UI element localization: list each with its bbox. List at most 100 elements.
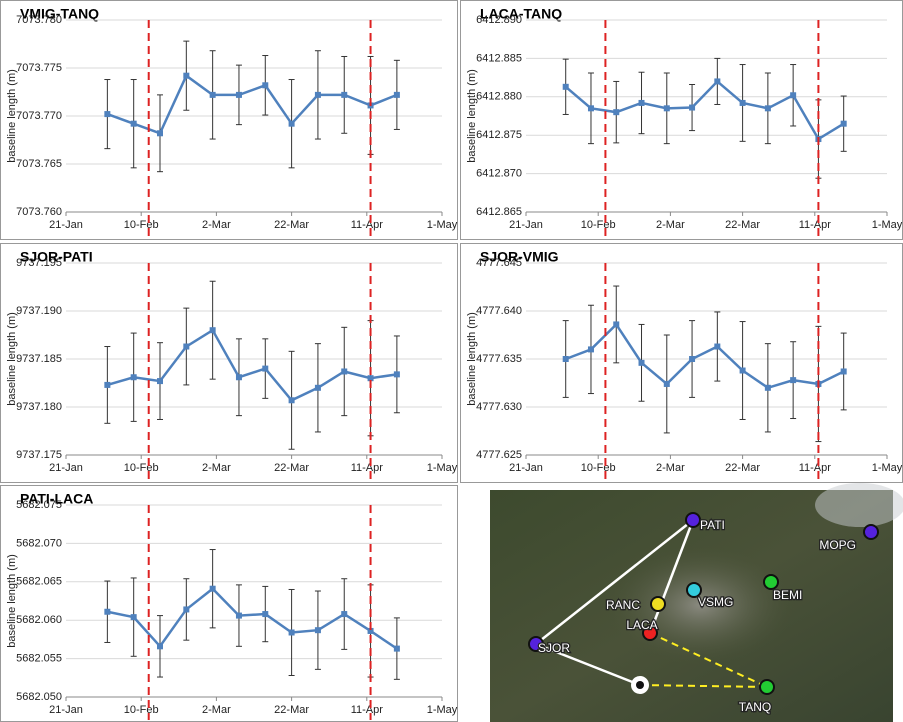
x-tick-label: 21-Jan xyxy=(49,462,83,474)
marker xyxy=(588,105,594,111)
y-tick-label: 6412.890 xyxy=(476,14,522,26)
y-tick-label: 5682.050 xyxy=(16,691,62,703)
y-tick-label: 9737.195 xyxy=(16,257,62,269)
y-axis-label: baseline length (m) xyxy=(466,69,478,163)
marker xyxy=(341,368,347,374)
marker xyxy=(104,111,110,117)
marker xyxy=(210,327,216,333)
panel-border xyxy=(1,244,458,483)
y-tick-label: 7073.775 xyxy=(16,62,62,74)
marker xyxy=(588,346,594,352)
marker xyxy=(563,84,569,90)
y-tick-label: 4777.625 xyxy=(476,449,522,461)
y-tick-label: 5682.075 xyxy=(16,499,62,511)
series-line xyxy=(107,76,397,134)
y-tick-label: 9737.185 xyxy=(16,353,62,365)
station-label: LACA xyxy=(626,618,657,632)
marker xyxy=(262,82,268,88)
x-tick-label: 11-Apr xyxy=(799,462,832,474)
marker xyxy=(104,609,110,615)
y-tick-label: 5682.065 xyxy=(16,576,62,588)
x-tick-label: 11-Apr xyxy=(351,462,384,474)
marker xyxy=(289,397,295,403)
x-tick-label: 2-Mar xyxy=(656,219,685,231)
station-marker xyxy=(760,680,774,694)
panel-border xyxy=(461,1,903,240)
marker xyxy=(394,371,400,377)
marker xyxy=(740,100,746,106)
marker xyxy=(315,385,321,391)
x-tick-label: 22-Mar xyxy=(274,704,309,716)
y-tick-label: 4777.635 xyxy=(476,353,522,365)
y-tick-label: 6412.880 xyxy=(476,91,522,103)
marker xyxy=(639,100,645,106)
x-tick-label: 1-May xyxy=(427,462,458,474)
marker xyxy=(262,366,268,372)
x-tick-label: 1-May xyxy=(872,219,903,231)
marker xyxy=(765,385,771,391)
x-tick-label: 10-Feb xyxy=(581,462,616,474)
x-tick-label: 2-Mar xyxy=(202,462,231,474)
cloud xyxy=(815,483,903,527)
y-tick-label: 7073.760 xyxy=(16,206,62,218)
x-tick-label: 11-Apr xyxy=(799,219,832,231)
x-tick-label: 2-Mar xyxy=(202,704,231,716)
x-tick-label: 11-Apr xyxy=(351,219,384,231)
marker xyxy=(183,344,189,350)
y-tick-label: 9737.180 xyxy=(16,401,62,413)
x-tick-label: 10-Feb xyxy=(124,704,159,716)
marker xyxy=(315,627,321,633)
y-tick-label: 4777.645 xyxy=(476,257,522,269)
marker xyxy=(183,606,189,612)
station-marker xyxy=(764,575,778,589)
x-tick-label: 21-Jan xyxy=(509,462,543,474)
marker xyxy=(740,368,746,374)
marker xyxy=(613,321,619,327)
station-label: RANC xyxy=(606,598,640,612)
marker xyxy=(689,356,695,362)
marker xyxy=(394,92,400,98)
series-line xyxy=(107,589,397,649)
x-tick-label: 22-Mar xyxy=(274,462,309,474)
marker xyxy=(131,614,137,620)
station-marker xyxy=(636,681,644,689)
y-tick-label: 5682.055 xyxy=(16,653,62,665)
marker xyxy=(341,92,347,98)
marker xyxy=(664,105,670,111)
marker xyxy=(289,629,295,635)
x-tick-label: 2-Mar xyxy=(656,462,685,474)
marker xyxy=(790,377,796,383)
marker xyxy=(841,121,847,127)
x-tick-label: 22-Mar xyxy=(725,462,760,474)
panel-border xyxy=(1,486,458,722)
marker xyxy=(315,92,321,98)
marker xyxy=(639,360,645,366)
y-tick-label: 5682.070 xyxy=(16,537,62,549)
y-tick-label: 6412.865 xyxy=(476,206,522,218)
panel-border xyxy=(461,244,903,483)
x-tick-label: 10-Feb xyxy=(124,462,159,474)
marker xyxy=(104,382,110,388)
y-tick-label: 5682.060 xyxy=(16,614,62,626)
marker xyxy=(790,92,796,98)
marker xyxy=(131,374,137,380)
y-tick-label: 9737.190 xyxy=(16,305,62,317)
station-label: MOPG xyxy=(819,538,856,552)
marker xyxy=(613,109,619,115)
x-tick-label: 1-May xyxy=(427,704,458,716)
marker xyxy=(689,105,695,111)
x-tick-label: 10-Feb xyxy=(581,219,616,231)
y-tick-label: 7073.770 xyxy=(16,110,62,122)
figure: VMIG-TANQbaseline length (m)7073.7607073… xyxy=(0,0,903,722)
x-tick-label: 10-Feb xyxy=(124,219,159,231)
x-tick-label: 21-Jan xyxy=(49,704,83,716)
chart-panel: PATI-LACAbaseline length (m)5682.0505682… xyxy=(1,486,458,722)
marker xyxy=(289,121,295,127)
y-tick-label: 4777.640 xyxy=(476,305,522,317)
map: PATIMOPGBEMIVSMGRANCLACASJORTANQ xyxy=(490,483,903,722)
marker xyxy=(714,78,720,84)
